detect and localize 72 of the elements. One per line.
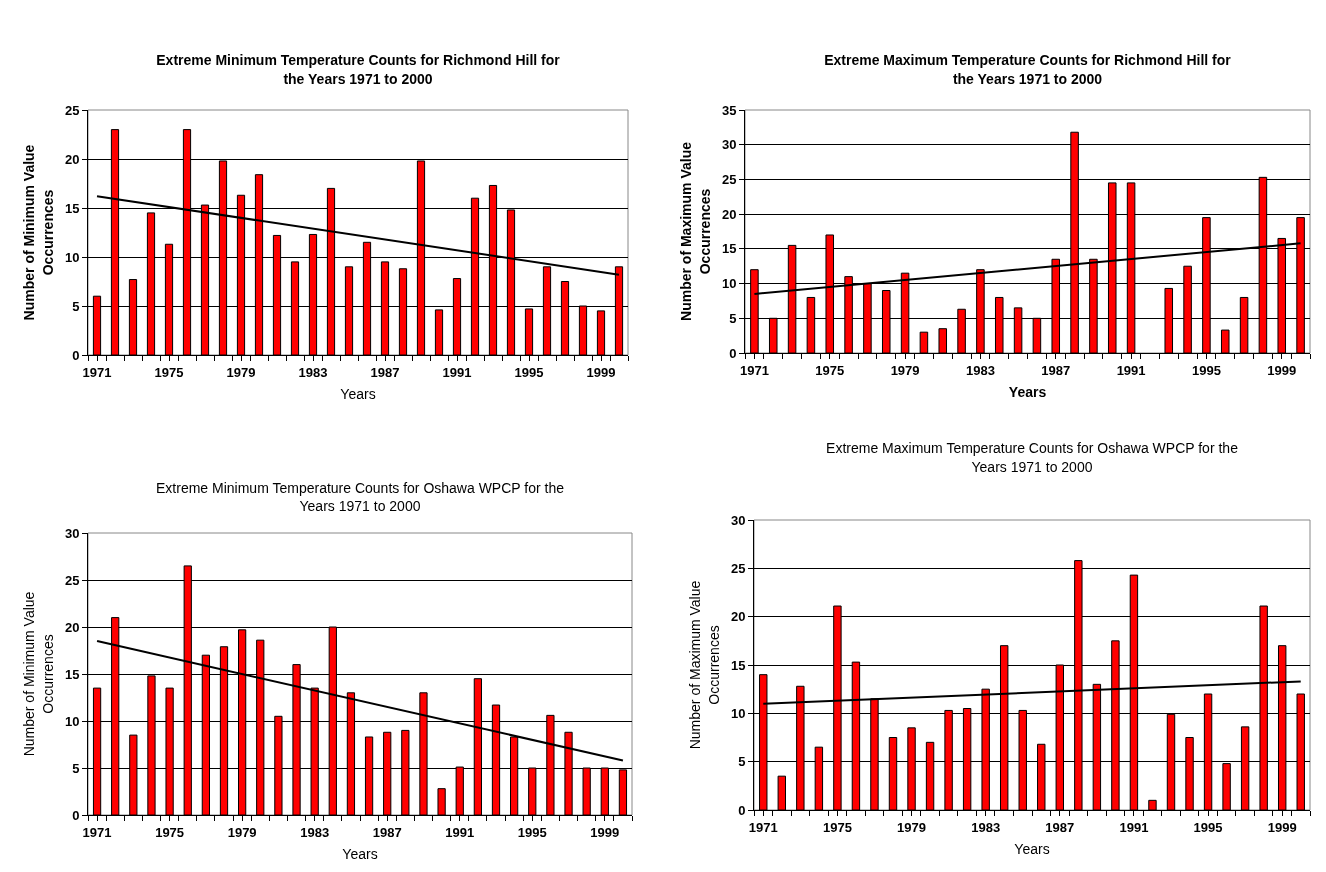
x-tick-label: 1975 <box>154 364 184 380</box>
y-tick-label: 10 <box>64 249 80 265</box>
y-tick-label: 15 <box>721 241 737 257</box>
y-axis-title: Number of Maximum Value Occurrences <box>678 141 713 321</box>
y-tick-label: 20 <box>64 619 80 635</box>
x-tick-label: 1999 <box>1267 819 1297 835</box>
y-tick-label: 5 <box>729 310 737 326</box>
y-tick-label: 0 <box>738 802 746 818</box>
x-tick-label: 1991 <box>1116 362 1146 378</box>
x-tick-label: 1979 <box>227 824 257 840</box>
y-tick-label: 35 <box>721 102 737 118</box>
x-tick-label: 1983 <box>300 824 330 840</box>
x-tick-label: 1979 <box>890 362 920 378</box>
chart-title: Extreme Maximum Temperature Counts for Richmond Hill for the Years 1971 to 2000 <box>824 52 1232 87</box>
y-tick-label: 0 <box>72 807 80 823</box>
y-tick-label: 20 <box>721 206 737 222</box>
y-tick-label: 20 <box>64 151 80 167</box>
y-tick-label: 30 <box>730 512 746 528</box>
x-tick-label: 1975 <box>815 362 845 378</box>
x-tick-label: 1979 <box>897 819 926 835</box>
x-tick-label: 1987 <box>372 824 402 840</box>
y-tick-label: 25 <box>721 171 737 187</box>
x-axis-title: Years <box>1008 383 1047 400</box>
x-tick-label: 1991 <box>442 364 472 380</box>
x-tick-label: 1991 <box>445 824 475 840</box>
y-tick-label: 15 <box>64 200 80 216</box>
x-tick-label: 1979 <box>226 364 256 380</box>
chart-title: Extreme Minimum Temperature Counts for Richmond Hill for the Years 1971 to 2000 <box>156 52 561 87</box>
y-tick-label: 10 <box>721 276 737 292</box>
y-tick-label: 25 <box>64 102 80 118</box>
x-tick-label: 1987 <box>1041 362 1071 378</box>
y-tick-label: 10 <box>64 713 80 729</box>
x-tick-label: 1983 <box>971 819 1001 835</box>
chart-title: Extreme Maximum Temperature Counts for Oshawa WPCP for the Years 1971 to 2000 <box>826 440 1239 475</box>
y-tick-label: 5 <box>72 760 80 776</box>
x-tick-label: 1999 <box>1267 362 1297 378</box>
x-tick-label: 1999 <box>590 824 620 840</box>
x-tick-label: 1991 <box>1119 819 1149 835</box>
x-axis-title: Years <box>1014 840 1050 857</box>
y-axis-title: Number of Minimum Value Occurrences <box>21 591 56 757</box>
x-tick-label: 1995 <box>514 364 544 380</box>
y-tick-label: 5 <box>72 298 80 314</box>
y-tick-label: 25 <box>730 560 746 576</box>
x-tick-label: 1975 <box>822 819 852 835</box>
y-axis-title: Number of Maximum Value Occurrences <box>687 580 722 750</box>
x-tick-label: 1999 <box>586 364 616 380</box>
y-tick-label: 20 <box>730 609 746 625</box>
x-tick-label: 1971 <box>739 362 769 378</box>
y-tick-label: 0 <box>729 345 737 361</box>
x-tick-label: 1987 <box>1045 819 1075 835</box>
x-tick-label: 1983 <box>298 364 328 380</box>
x-axis-title: Years <box>340 385 376 402</box>
y-axis-title: Number of Minimum Value Occurrences <box>21 144 56 321</box>
y-tick-label: 15 <box>64 666 80 682</box>
y-tick-label: 30 <box>721 137 737 153</box>
x-tick-label: 1995 <box>517 824 547 840</box>
y-tick-label: 25 <box>64 572 80 588</box>
x-tick-label: 1987 <box>370 364 400 380</box>
x-tick-label: 1971 <box>82 364 112 380</box>
y-tick-label: 0 <box>72 347 80 363</box>
x-tick-label: 1995 <box>1193 819 1223 835</box>
x-tick-label: 1983 <box>965 362 995 378</box>
x-tick-label: 1995 <box>1191 362 1221 378</box>
y-tick-label: 15 <box>730 657 746 673</box>
y-tick-label: 10 <box>730 705 746 721</box>
x-axis-title: Years <box>342 845 378 862</box>
y-tick-label: 30 <box>64 525 80 541</box>
y-tick-label: 5 <box>738 754 746 770</box>
x-tick-label: 1971 <box>82 824 112 840</box>
x-tick-label: 1975 <box>155 824 185 840</box>
x-tick-label: 1971 <box>748 819 778 835</box>
chart-title: Extreme Minimum Temperature Counts for Oshawa WPCP for the Years 1971 to 2000 <box>156 479 565 514</box>
